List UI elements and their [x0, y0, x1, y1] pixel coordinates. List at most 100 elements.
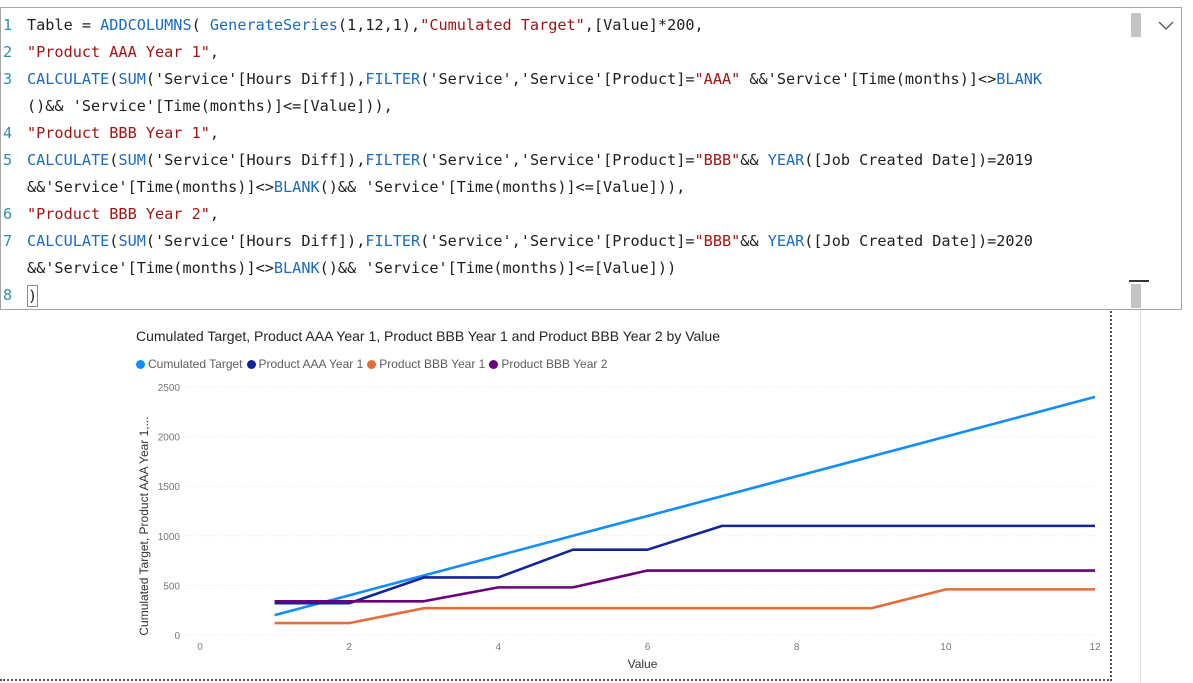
code-line: 3 CALCULATE(SUM('Service'[Hours Diff]),FI… — [1, 66, 1129, 93]
y-tick-label: 0 — [174, 631, 180, 642]
code-token: ,[Value]*200, — [584, 16, 704, 34]
legend-label: Product BBB Year 1 — [379, 357, 486, 371]
code-function-token: FILTER — [365, 70, 421, 88]
pane-divider — [1140, 310, 1141, 683]
code-text: CALCULATE(SUM('Service'[Hours Diff]),FIL… — [27, 66, 1042, 93]
formula-code[interactable]: 1 Table = ADDCOLUMNS( GenerateSeries(1,12… — [1, 12, 1129, 309]
code-function-token: ADDCOLUMNS — [100, 16, 192, 34]
line-number: 8 — [3, 286, 13, 304]
line-number: 3 — [3, 70, 13, 88]
series-line-product-aaa-year-1 — [274, 524, 1095, 605]
x-tick-label: 8 — [794, 642, 800, 653]
line-number: 4 — [3, 124, 13, 142]
code-line: ()&& 'Service'[Time(months)]<=[Value])), — [1, 93, 1129, 120]
code-function-token: BLANK — [273, 178, 320, 196]
y-tick-label: 2500 — [158, 383, 181, 394]
code-line: 5 CALCULATE(SUM('Service'[Hours Diff]),FI… — [1, 147, 1129, 174]
code-text: Table = ADDCOLUMNS( GenerateSeries(1,12,… — [27, 12, 704, 39]
code-token: ( — [109, 151, 119, 169]
code-token: && — [740, 151, 768, 169]
x-tick-label: 12 — [1089, 642, 1101, 653]
code-text: &&'Service'[Time(months)]<>BLANK()&& 'Se… — [27, 174, 685, 201]
x-tick-label: 0 — [197, 642, 203, 653]
code-token: &&'Service'[Time(months)]<> — [27, 178, 274, 196]
legend-item[interactable]: Product AAA Year 1 — [246, 357, 363, 371]
code-string-token: "AAA" — [694, 70, 741, 88]
code-token: , — [209, 124, 220, 142]
scrollbar-thumb-bottom[interactable] — [1131, 284, 1141, 308]
chart-title: Cumulated Target, Product AAA Year 1, Pr… — [136, 328, 720, 344]
series-line-cumulated-target — [274, 395, 1096, 617]
y-axis-label: Cumulated Target, Product AAA Year 1,... — [137, 416, 151, 635]
code-function-token: CALCULATE — [27, 151, 110, 169]
code-token: &&'Service'[Time(months)]<> — [27, 259, 274, 277]
legend-marker-icon — [136, 359, 145, 369]
code-function-token: SUM — [118, 70, 146, 88]
code-token: ()&& 'Service'[Time(months)]<=[Value])), — [27, 97, 393, 115]
code-function-token: GenerateSeries — [209, 16, 338, 34]
code-line: 7 CALCULATE(SUM('Service'[Hours Diff]),FI… — [1, 228, 1129, 255]
code-function-token: CALCULATE — [27, 70, 110, 88]
line-chart-visual[interactable]: 0 500 1000 1500 2000 2500 0 2 4 6 8 10 12 Value Cumula… — [0, 311, 1112, 681]
y-tick-label: 500 — [163, 581, 180, 592]
code-token: ('Service'[Hours Diff]), — [145, 232, 366, 250]
x-tick-label: 6 — [645, 642, 651, 653]
line-number: 6 — [3, 205, 13, 223]
x-axis-label: Value — [628, 657, 658, 671]
x-tick-label: 2 — [346, 642, 352, 653]
code-token: ('Service','Service'[Product]= — [420, 151, 695, 169]
code-text: "Product AAA Year 1", — [27, 39, 219, 66]
code-token: ('Service','Service'[Product]= — [420, 232, 695, 250]
code-function-token: YEAR — [767, 151, 805, 169]
legend-marker-icon — [246, 359, 256, 369]
chart-legend: Cumulated Target Product AAA Year 1 Produc… — [136, 357, 607, 371]
dax-formula-editor[interactable]: 1 Table = ADDCOLUMNS( GenerateSeries(1,12… — [0, 7, 1182, 310]
series-line-product-bbb-year-1 — [274, 588, 1095, 625]
code-token: ( — [109, 70, 119, 88]
scrollbar-thumb-top[interactable] — [1131, 13, 1141, 37]
legend-item[interactable]: Cumulated Target — [136, 357, 243, 371]
code-token: ([Job Created Date])=2020 — [804, 232, 1033, 250]
line-number: 5 — [3, 151, 13, 169]
code-function-token: BLANK — [273, 259, 320, 277]
code-token: ( — [191, 16, 210, 34]
code-text: ()&& 'Service'[Time(months)]<=[Value])), — [27, 93, 393, 120]
code-text: CALCULATE(SUM('Service'[Hours Diff]),FIL… — [27, 147, 1033, 174]
legend-label: Product BBB Year 2 — [501, 357, 608, 371]
code-function-token: YEAR — [767, 232, 805, 250]
x-tick-label: 10 — [940, 642, 952, 653]
code-line: &&'Service'[Time(months)]<>BLANK()&& 'Se… — [1, 174, 1129, 201]
code-line: 8) — [1, 282, 1129, 309]
chevron-down-icon[interactable] — [1151, 10, 1181, 40]
code-function-token: SUM — [118, 232, 146, 250]
code-line: 2 "Product AAA Year 1", — [1, 39, 1129, 66]
code-text: &&'Service'[Time(months)]<>BLANK()&& 'Se… — [27, 255, 676, 282]
x-tick-label: 4 — [496, 642, 502, 653]
code-text: ) — [27, 282, 39, 309]
code-text: CALCULATE(SUM('Service'[Hours Diff]),FIL… — [27, 228, 1033, 255]
code-token: Table = — [27, 16, 101, 34]
code-text: "Product BBB Year 1", — [27, 120, 219, 147]
code-line: 1 Table = ADDCOLUMNS( GenerateSeries(1,12… — [1, 12, 1129, 39]
code-string-token: "BBB" — [694, 232, 741, 250]
code-token: , — [209, 43, 220, 61]
code-token: ()&& 'Service'[Time(months)]<=[Value])) — [319, 259, 677, 277]
code-string-token: "Product AAA Year 1" — [27, 43, 210, 61]
code-token: ('Service','Service'[Product]= — [420, 70, 695, 88]
legend-marker-icon — [489, 359, 499, 369]
code-string-token: "Product BBB Year 1" — [27, 124, 210, 142]
legend-label: Cumulated Target — [148, 357, 243, 371]
code-string-token: "Cumulated Target" — [420, 16, 585, 34]
code-string-token: "BBB" — [694, 151, 741, 169]
code-function-token: CALCULATE — [27, 232, 110, 250]
line-number: 7 — [3, 232, 13, 250]
legend-item[interactable]: Product BBB Year 2 — [489, 357, 607, 371]
editor-scrollbar[interactable] — [1129, 8, 1151, 309]
code-token: ( — [109, 232, 119, 250]
code-token: (1,12,1), — [337, 16, 421, 34]
code-function-token: FILTER — [365, 151, 421, 169]
y-tick-label: 1000 — [158, 532, 181, 543]
legend-item[interactable]: Product BBB Year 1 — [367, 357, 485, 371]
y-tick-label: 1500 — [158, 482, 181, 493]
scrollbar-position-marker — [1129, 280, 1149, 282]
